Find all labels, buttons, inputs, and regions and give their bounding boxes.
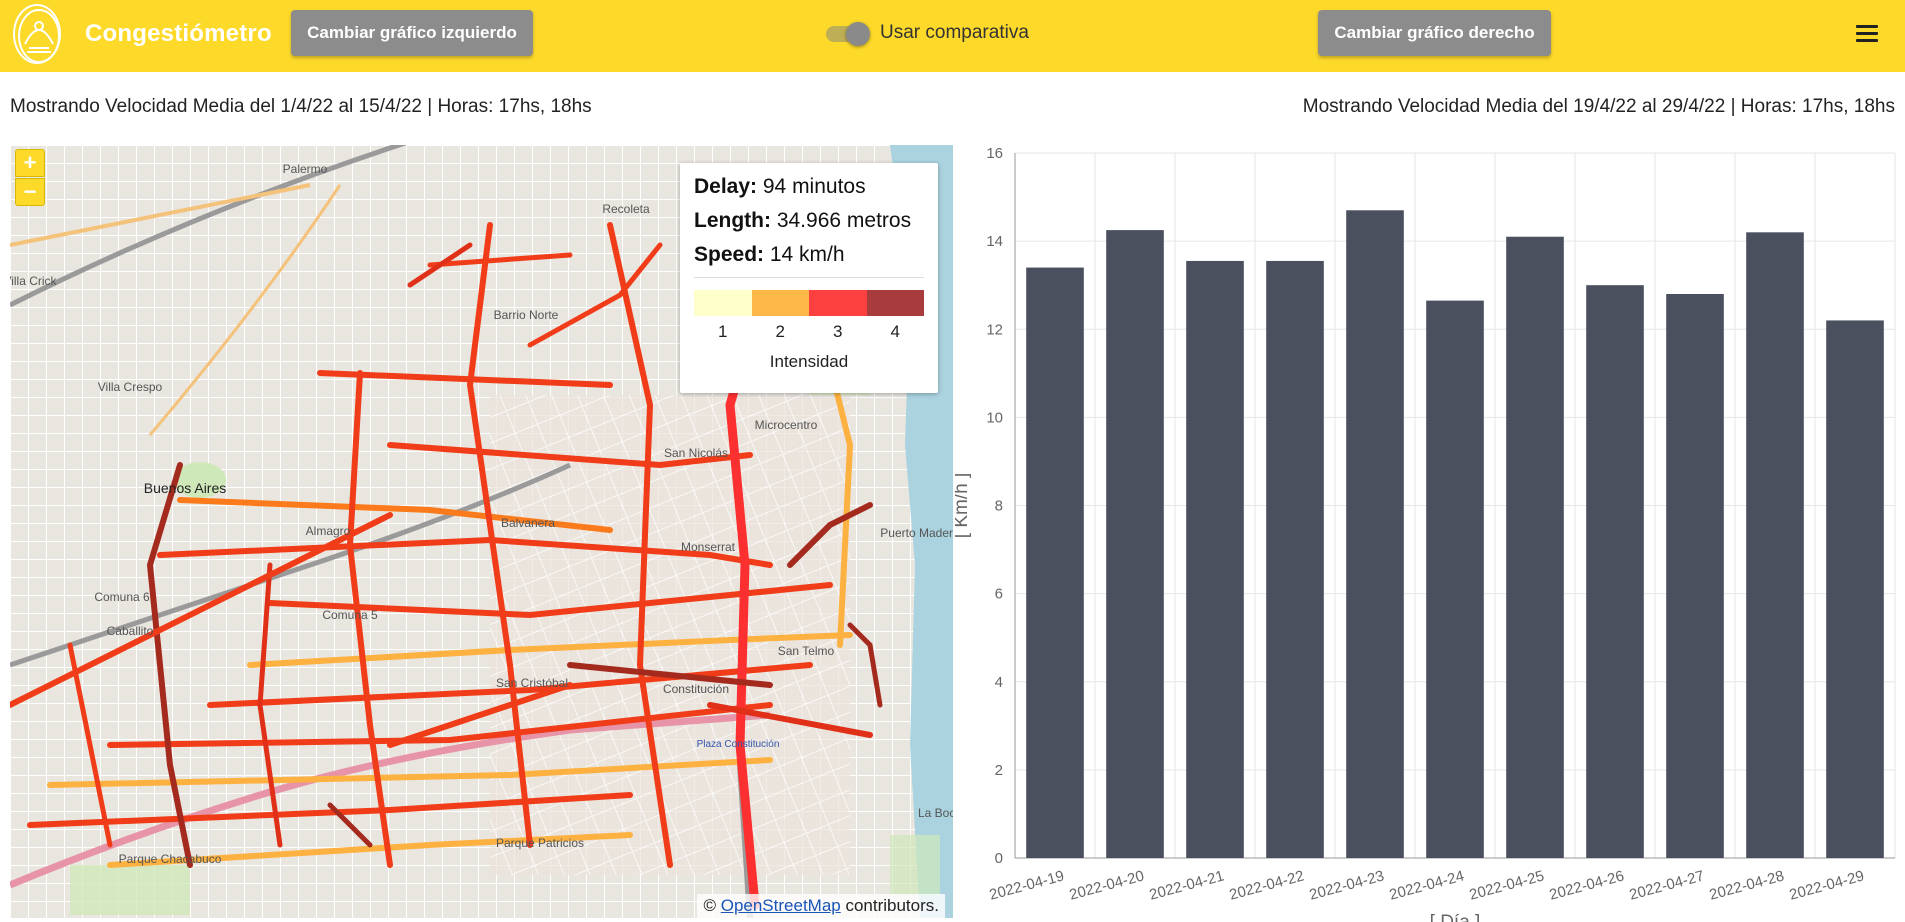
length-label: Length: [694, 209, 771, 232]
right-panel-caption: Mostrando Velocidad Media del 19/4/22 al… [1302, 96, 1895, 117]
city-logo-icon[interactable] [13, 4, 61, 64]
y-tick-label: 12 [986, 321, 1003, 338]
map-place-label: Constitución [663, 682, 729, 696]
map-place-label: Barrio Norte [494, 308, 559, 322]
map-place-label: Recoleta [602, 202, 650, 216]
map-place-label: Almagro [306, 524, 351, 538]
x-tick-label: 2022-04-22 [1228, 867, 1307, 903]
map-place-label: San Telmo [778, 644, 835, 658]
map-place-label: Puerto Madero [880, 526, 953, 540]
openstreetmap-link[interactable]: OpenStreetMap [720, 896, 841, 915]
x-tick-label: 2022-04-20 [1068, 867, 1147, 903]
map-place-label: Buenos Aires [144, 480, 227, 496]
map-place-label: Balvanera [501, 516, 555, 530]
x-tick-label: 2022-04-29 [1788, 867, 1867, 903]
traffic-map[interactable]: Palermo Villa Crespo Buenos Aires Almagr… [10, 145, 953, 918]
y-tick-label: 10 [986, 409, 1003, 426]
y-tick-label: 6 [995, 586, 1003, 603]
app-header: Congestiómetro Cambiar gráfico izquierdo… [0, 0, 1905, 72]
bar [1186, 260, 1244, 858]
bar [1026, 267, 1084, 858]
y-axis-title: [ Km/h ] [955, 473, 972, 538]
toggle-knob[interactable] [846, 22, 870, 46]
speed-value: 14 km/h [769, 243, 845, 266]
map-place-label: La Boca [918, 806, 953, 820]
delay-value: 94 minutos [762, 175, 866, 198]
map-place-label: Villa Crick [10, 274, 58, 288]
intensity-legend-title: Intensidad [769, 352, 849, 371]
x-tick-label: 2022-04-26 [1548, 867, 1627, 903]
legend-swatch-3 [809, 290, 867, 316]
x-tick-label: 2022-04-24 [1388, 867, 1467, 903]
info-divider [694, 277, 924, 278]
map-place-label: San Cristóbal [496, 676, 568, 690]
app-title[interactable]: Congestiómetro [85, 20, 272, 47]
legend-label-2: 2 [775, 322, 785, 341]
legend-label-1: 1 [718, 322, 728, 341]
speed-bar-chart: 0 2 4 6 8 10 12 14 16 2022-04-19 2022-04-20 2022-04… [955, 140, 1905, 922]
delay-row: Delay: 94 minutos [694, 175, 924, 199]
bar [1266, 260, 1324, 858]
intensity-legend-bar [694, 290, 924, 316]
map-place-label: San Nicolás [664, 446, 728, 460]
comparison-toggle-label[interactable]: Usar comparativa [880, 22, 1029, 43]
map-place-label: Caballito [107, 624, 154, 638]
change-right-chart-button[interactable]: Cambiar gráfico derecho [1318, 10, 1551, 56]
zoom-in-button[interactable]: + [15, 149, 45, 177]
x-tick-label: 2022-04-21 [1148, 867, 1227, 903]
map-place-label: Plaza Constitución [697, 739, 780, 750]
map-place-label: Palermo [283, 162, 328, 176]
attribution-suffix: contributors. [840, 896, 939, 915]
y-tick-label: 2 [995, 762, 1003, 779]
y-tick-label: 0 [995, 850, 1003, 867]
map-place-label: Villa Crespo [98, 380, 163, 394]
zoom-out-button[interactable]: − [15, 178, 45, 206]
x-tick-label: 2022-04-19 [988, 867, 1067, 903]
x-axis-title: [ Día ] [1430, 912, 1481, 922]
legend-swatch-1 [694, 290, 752, 316]
hamburger-menu-icon[interactable] [1856, 25, 1878, 43]
map-place-label: Comuna 5 [322, 608, 378, 622]
bar [1746, 232, 1804, 858]
map-tiles[interactable]: Palermo Villa Crespo Buenos Aires Almagr… [10, 145, 953, 918]
segment-info-panel: Delay: 94 minutos Length: 34.966 metros … [680, 163, 938, 393]
map-place-label: Parque Chacabuco [119, 852, 222, 866]
intensity-legend-labels: 1 2 3 4 [694, 322, 924, 342]
bar [1666, 294, 1724, 858]
y-tick-label: 8 [995, 498, 1003, 515]
comparison-toggle[interactable] [826, 22, 870, 46]
x-tick-label: 2022-04-28 [1708, 867, 1787, 903]
bar [1106, 230, 1164, 858]
map-attribution: © OpenStreetMap contributors. [697, 894, 945, 918]
bar [1586, 285, 1644, 858]
x-tick-label: 2022-04-27 [1628, 867, 1707, 903]
change-left-chart-button[interactable]: Cambiar gráfico izquierdo [291, 10, 533, 56]
left-panel-caption: Mostrando Velocidad Media del 1/4/22 al … [10, 96, 592, 117]
speed-row: Speed: 14 km/h [694, 243, 924, 267]
length-value: 34.966 metros [776, 209, 912, 232]
map-place-label: Microcentro [755, 418, 818, 432]
bar [1506, 236, 1564, 858]
map-place-label: Parque Patricios [496, 836, 584, 850]
attribution-prefix: © [703, 896, 721, 915]
legend-label-4: 4 [890, 322, 900, 341]
legend-swatch-4 [866, 290, 924, 316]
length-row: Length: 34.966 metros [694, 209, 924, 233]
legend-label-3: 3 [833, 322, 843, 341]
bar [1346, 210, 1404, 858]
legend-swatch-2 [751, 290, 809, 316]
map-place-label: Monserrat [681, 540, 736, 554]
speed-label: Speed: [694, 243, 765, 266]
y-tick-label: 16 [986, 145, 1003, 162]
map-place-label: Comuna 6 [94, 590, 150, 604]
bar [1826, 320, 1884, 858]
y-tick-label: 4 [995, 674, 1003, 691]
delay-label: Delay: [694, 175, 758, 198]
y-tick-label: 14 [986, 233, 1003, 250]
bar [1426, 300, 1484, 858]
x-tick-label: 2022-04-23 [1308, 867, 1387, 903]
x-tick-label: 2022-04-25 [1468, 867, 1547, 903]
